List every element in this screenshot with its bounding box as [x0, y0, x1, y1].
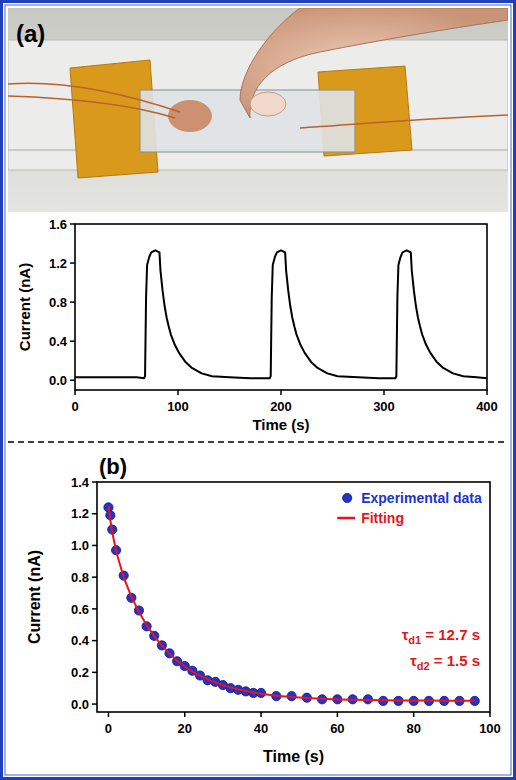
- annotation: τd1 = 12.7 s: [402, 626, 480, 646]
- figure: 01002003004000.00.40.81.21.6Time (s)Curr…: [0, 0, 516, 780]
- panel-separator: [8, 441, 508, 443]
- y-tick-label: 1.0: [71, 538, 89, 553]
- annotation: τd2 = 1.5 s: [410, 652, 480, 672]
- plot-marks: [104, 503, 479, 706]
- figure-inner-frame: [5, 5, 511, 775]
- annotation-value: = 12.7 s: [421, 626, 480, 643]
- x-tick-label: 80: [406, 721, 420, 736]
- y-axis-title: Current (nA): [26, 550, 43, 644]
- x-tick-label: 400: [476, 399, 498, 414]
- y-tick-label: 1.6: [49, 217, 67, 232]
- y-tick-label: 0.6: [71, 602, 89, 617]
- plot-marks: [75, 250, 487, 378]
- y-tick-label: 0.4: [71, 633, 90, 648]
- x-tick-label: 200: [270, 399, 292, 414]
- panel-label: (a): [16, 20, 45, 47]
- device-electrode: [168, 100, 212, 132]
- y-axis-title: Current (nA): [16, 263, 33, 351]
- x-tick-label: 20: [178, 721, 192, 736]
- figure-frame: [2, 2, 515, 779]
- y-tick-label: 1.4: [71, 475, 90, 490]
- legend-marker: [343, 493, 352, 502]
- y-tick-label: 0.0: [49, 373, 67, 388]
- annotation-value: = 1.5 s: [430, 652, 480, 669]
- y-tick-label: 1.2: [71, 506, 89, 521]
- legend: Experimental data Fitting: [337, 490, 482, 526]
- y-tick-label: 0.0: [71, 697, 89, 712]
- x-tick-label: 60: [330, 721, 344, 736]
- legend-label: Experimental data: [361, 490, 482, 506]
- x-tick-label: 100: [167, 399, 189, 414]
- data-line: [75, 250, 487, 378]
- plot-frame: [97, 482, 490, 712]
- legend-label: Fitting: [361, 510, 404, 526]
- x-axis-title: Time (s): [263, 748, 324, 765]
- x-tick-label: 40: [254, 721, 268, 736]
- y-tick-label: 0.8: [71, 570, 89, 585]
- chart-0: 0 100 200 300 400 0.0 0.4 0.8 1.2 1.6 Time (s) Curr…: [16, 217, 498, 433]
- photo-background: [8, 8, 508, 212]
- y-tick-label: 0.4: [49, 334, 68, 349]
- finger: [240, 8, 508, 118]
- y-tick-label: 1.2: [49, 256, 67, 271]
- y-tick-label: 0.2: [71, 665, 89, 680]
- x-tick-label: 0: [71, 399, 78, 414]
- chart-1: 0 20 40 60 80 100 0.0 0.2 0.4 0.6 0.8 1.0 1.2 1.4 Time…: [26, 475, 501, 765]
- plot-frame: [75, 224, 487, 390]
- x-tick-label: 100: [479, 721, 501, 736]
- panel-label: (b): [99, 454, 127, 479]
- wire-left-2: [8, 96, 175, 118]
- legend-line: [337, 517, 355, 520]
- photo: [8, 8, 508, 212]
- x-tick-label: 300: [373, 399, 395, 414]
- annotation-subscript: d2: [417, 660, 430, 672]
- x-tick-label: 0: [105, 721, 112, 736]
- y-tick-label: 0.8: [49, 295, 67, 310]
- fit-line: [108, 506, 474, 701]
- annotation-subscript: d1: [408, 634, 421, 646]
- wire-right: [300, 115, 508, 128]
- x-axis-title: Time (s): [252, 416, 309, 433]
- fingernail: [250, 92, 286, 116]
